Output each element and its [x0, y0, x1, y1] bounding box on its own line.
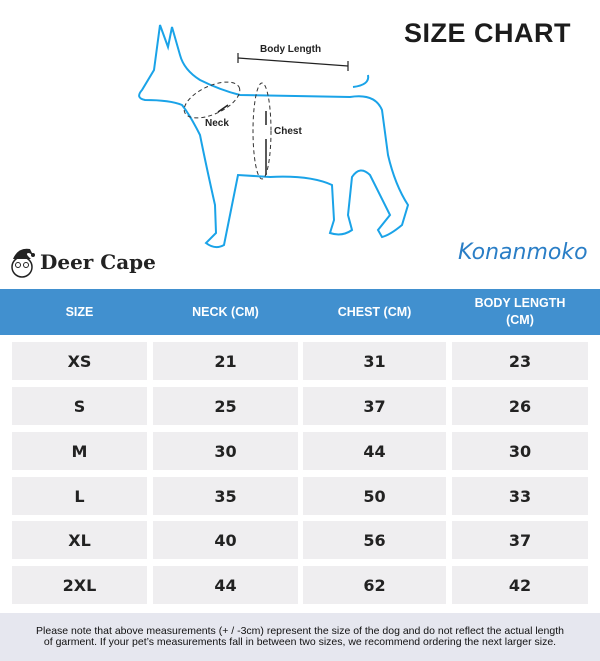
cell-chest: 37 [303, 387, 446, 425]
konanmoko-logo: Konanmoko [458, 240, 588, 265]
page-title: SIZE CHART [404, 18, 571, 48]
cell-neck: 21 [153, 342, 298, 380]
cell-chest: 56 [303, 521, 446, 559]
cell-neck: 25 [153, 387, 298, 425]
cell-chest: 62 [303, 566, 446, 604]
header-body-length: BODY LENGTH (CM) [474, 296, 566, 327]
neck-label: Neck [205, 118, 229, 129]
cell-neck: 44 [153, 566, 298, 604]
header-size: SIZE [65, 304, 94, 319]
cell-body-length: 37 [452, 521, 588, 559]
chest-label: Chest [274, 126, 302, 137]
table-header: SIZE NECK (CM) CHEST (CM) BODY LENGTH (C… [0, 289, 600, 335]
brand-name: Deer Cape [40, 250, 156, 274]
header-chest: CHEST (CM) [337, 304, 412, 319]
cell-chest: 44 [303, 432, 446, 470]
cell-neck: 35 [153, 477, 298, 515]
cell-neck: 30 [153, 432, 298, 470]
cell-size: S [12, 387, 147, 425]
cell-size: XS [12, 342, 147, 380]
measurement-note: Please note that above measurements (+ /… [0, 613, 600, 661]
body-length-label: Body Length [260, 44, 322, 55]
cell-size: XL [12, 521, 147, 559]
cell-body-length: 33 [452, 477, 588, 515]
cell-size: L [12, 477, 147, 515]
cell-size: 2XL [12, 566, 147, 604]
cell-body-length: 42 [452, 566, 588, 604]
cell-chest: 50 [303, 477, 446, 515]
dog-outline-illustration [138, 24, 410, 249]
cell-neck: 40 [153, 521, 298, 559]
cell-body-length: 23 [452, 342, 588, 380]
cell-body-length: 26 [452, 387, 588, 425]
note-text: Please note that above measurements (+ /… [36, 624, 564, 648]
cell-body-length: 30 [452, 432, 588, 470]
cell-size: M [12, 432, 147, 470]
santa-icon [11, 248, 35, 278]
brand-deer-cape: Deer Cape [10, 245, 156, 279]
cell-chest: 31 [303, 342, 446, 380]
header-neck: NECK (CM) [192, 304, 259, 319]
